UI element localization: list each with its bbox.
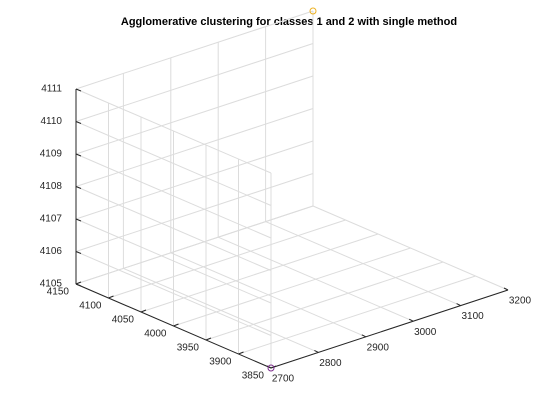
y-tick-mark [140, 309, 147, 313]
x-tick-label: 2900 [367, 342, 390, 353]
data-point [309, 7, 317, 15]
grid-line [238, 275, 476, 355]
z-tick-mark [75, 121, 82, 124]
grid-line [75, 218, 272, 304]
z-tick-label: 4107 [40, 214, 63, 225]
grid-line [108, 219, 346, 299]
x-tick-mark [456, 303, 461, 307]
grid-line [75, 108, 314, 187]
chart-title: Agglomerative clustering for classes 1 a… [121, 16, 457, 28]
x-tick-mark [361, 334, 367, 338]
y-tick-label: 3900 [209, 357, 232, 368]
y-tick-mark [205, 337, 212, 341]
x-tick-labels: 2700 2800 2900 3000 3100 3200 [272, 296, 532, 385]
z-tick-label: 4106 [40, 246, 63, 257]
z-tick-label: 4109 [40, 149, 63, 160]
x-tick-label: 2800 [319, 358, 342, 369]
z-tick-label: 4111 [41, 84, 62, 95]
grid-line [75, 88, 272, 174]
x-tick-label: 3200 [509, 296, 532, 307]
x-axis-line [270, 289, 509, 369]
grid-line [75, 153, 272, 239]
grid-line [75, 75, 314, 155]
grid-line [205, 261, 444, 341]
y-tick-mark [173, 323, 179, 327]
y-tick-mark [75, 281, 82, 285]
data-point [267, 364, 275, 372]
x-tick-label: 2700 [272, 374, 295, 385]
x-tick-label: 3100 [461, 311, 484, 322]
z-tick-mark [75, 186, 82, 189]
y-tick-labels: 3850 3900 3950 4000 4050 4100 4150 [47, 287, 265, 382]
grid-line [75, 140, 314, 220]
z-tick-label: 4105 [40, 279, 63, 290]
z-tick-labels: 4105 4106 4107 4108 4109 4110 4111 [40, 84, 63, 290]
grid-line [75, 43, 314, 122]
z-tick-mark [75, 283, 82, 287]
y-tick-label: 3950 [177, 343, 200, 354]
y-tick-mark [108, 295, 114, 299]
data-points [267, 7, 317, 372]
grid-line [75, 10, 314, 90]
x-tick-mark [314, 349, 319, 353]
axis-lines [75, 88, 509, 369]
grid-lines [75, 10, 509, 369]
y-tick-mark [238, 351, 244, 355]
y-tick-label: 3850 [242, 371, 265, 382]
x-tick-mark [266, 365, 272, 369]
z-tick-label: 4108 [40, 181, 63, 192]
z-tick-label: 4110 [40, 116, 62, 127]
z-tick-mark [75, 251, 82, 254]
grid-line [75, 173, 314, 252]
grid-line [75, 251, 272, 336]
z-tick-mark [75, 153, 82, 157]
y-tick-label: 4000 [144, 329, 167, 340]
y-tick-label: 4150 [47, 287, 70, 298]
grid-line [173, 247, 411, 327]
y-tick-label: 4050 [112, 315, 135, 326]
grid-line [75, 121, 272, 206]
x-tick-label: 3000 [414, 327, 437, 338]
z-tick-mark [75, 218, 82, 222]
z-tick-mark [75, 88, 82, 92]
grid-line [75, 186, 272, 271]
x-tick-mark [408, 318, 414, 322]
grid-line [140, 233, 379, 313]
y-tick-label: 4100 [79, 301, 102, 312]
x-tick-mark [503, 287, 509, 291]
grid-line [75, 205, 314, 285]
